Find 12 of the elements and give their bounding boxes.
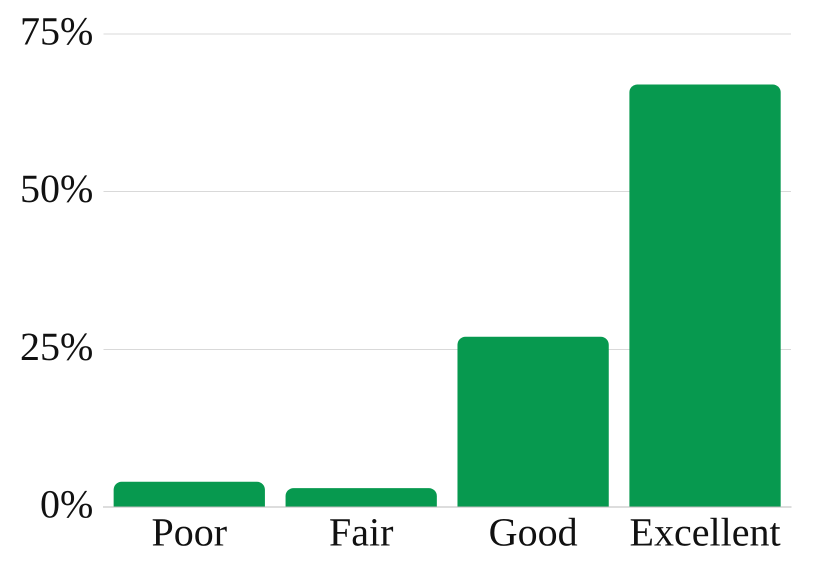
bar	[629, 84, 781, 506]
y-tick-label: 75%	[20, 8, 94, 54]
bar	[457, 336, 609, 506]
y-tick-label: 0%	[40, 482, 94, 526]
x-tick-label: Excellent	[630, 510, 781, 554]
y-tick-label: 50%	[20, 166, 94, 212]
bar	[114, 482, 265, 506]
x-tick-label: Poor	[151, 510, 228, 554]
y-tick-label: 25%	[20, 324, 94, 369]
bar	[286, 488, 437, 506]
x-tick-label: Good	[488, 510, 578, 554]
x-tick-label: Fair	[328, 510, 394, 554]
